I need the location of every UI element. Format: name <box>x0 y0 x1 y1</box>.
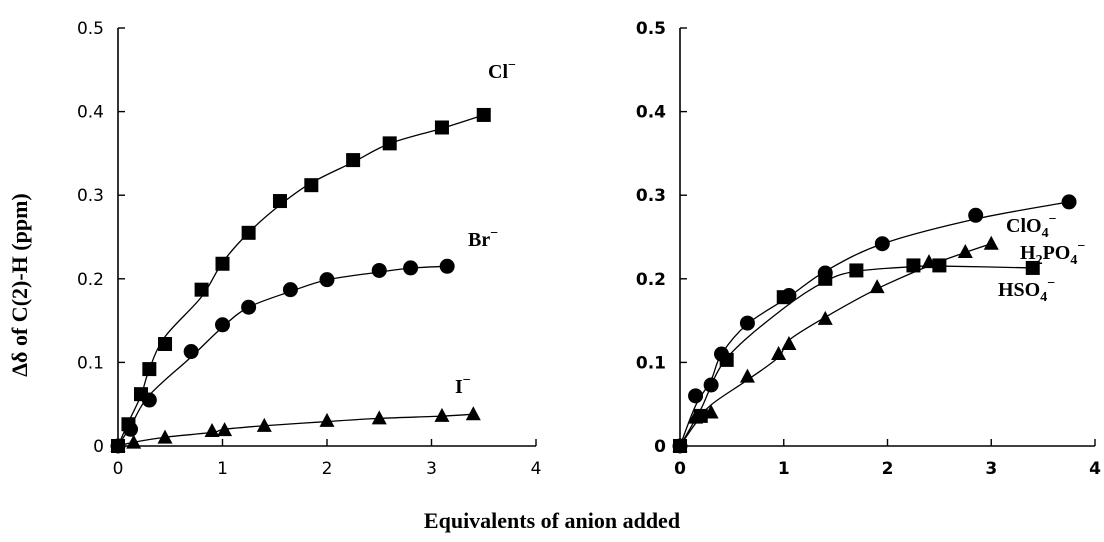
fit-curve <box>680 244 991 446</box>
y-tick-label: 0.2 <box>77 270 104 290</box>
data-point-triangle <box>434 408 449 422</box>
series-ClO₄⁻: ClO4− <box>673 212 1057 452</box>
left-chart: 0 0.1 0.2 0.3 0.4 0.5 0 1 2 3 4 Cl− Br− I− <box>77 19 541 479</box>
data-point-circle <box>1062 194 1077 209</box>
data-point-circle <box>241 300 256 315</box>
fit-curve <box>680 202 1069 446</box>
data-point-circle <box>123 422 138 437</box>
data-point-circle <box>740 316 755 331</box>
series-label: Cl− <box>488 58 516 83</box>
data-point-square <box>932 258 946 272</box>
data-point-square <box>1026 261 1040 275</box>
y-tick-label: 0 <box>93 437 104 457</box>
data-point-circle <box>372 263 387 278</box>
x-tick-label: 2 <box>882 459 894 479</box>
data-point-circle <box>320 272 335 287</box>
x-tick-label: 3 <box>985 459 997 479</box>
series-label: HSO4− <box>998 276 1055 305</box>
data-point-triangle <box>205 423 220 437</box>
data-point-square <box>435 120 449 134</box>
fit-curve <box>118 115 484 446</box>
series-HSO₄⁻: HSO4− <box>673 258 1055 453</box>
data-point-square <box>383 136 397 150</box>
data-point-circle <box>215 317 230 332</box>
data-point-square <box>242 226 256 240</box>
x-tick-label: 1 <box>778 459 790 479</box>
data-point-circle <box>142 393 157 408</box>
data-point-triangle <box>372 410 387 424</box>
data-point-square <box>720 353 734 367</box>
y-tick-label: 0.1 <box>77 353 104 373</box>
x-axis-label: Equivalents of anion added <box>424 508 680 533</box>
data-point-circle <box>403 260 418 275</box>
data-point-circle <box>968 208 983 223</box>
y-tick-label: 0 <box>654 437 666 457</box>
x-tick-label: 4 <box>531 459 542 479</box>
series-label: Br− <box>468 226 498 251</box>
y-tick-label: 0.5 <box>77 19 104 39</box>
data-point-triangle <box>984 236 999 250</box>
data-point-circle <box>875 236 890 251</box>
y-tick-label: 0.5 <box>636 19 666 39</box>
data-point-square <box>216 257 230 271</box>
y-axis-label: Δδ of C(2)-H (ppm) <box>7 193 32 376</box>
data-point-square <box>477 108 491 122</box>
fit-curve <box>118 414 473 446</box>
x-tick-label: 0 <box>113 459 124 479</box>
data-point-square <box>849 263 863 277</box>
data-point-square <box>673 439 687 453</box>
data-point-square <box>158 337 172 351</box>
data-point-square <box>777 290 791 304</box>
y-tick-label: 0.4 <box>77 103 104 123</box>
data-point-circle <box>184 344 199 359</box>
x-tick-label: 2 <box>322 459 333 479</box>
data-point-square <box>304 178 318 192</box>
data-point-square <box>142 362 156 376</box>
data-point-triangle <box>781 336 796 350</box>
data-point-square <box>273 194 287 208</box>
data-point-triangle <box>320 413 335 427</box>
y-tick-label: 0.3 <box>636 186 666 206</box>
data-point-square <box>195 283 209 297</box>
data-point-square <box>818 272 832 286</box>
x-tick-label: 3 <box>426 459 437 479</box>
series-label: I− <box>455 373 471 398</box>
data-point-square <box>346 153 360 167</box>
data-point-triangle <box>818 311 833 325</box>
data-point-square <box>906 258 920 272</box>
x-tick-label: 4 <box>1089 459 1101 479</box>
y-tick-label: 0.3 <box>77 186 104 206</box>
data-point-circle <box>440 259 455 274</box>
x-tick-label: 0 <box>674 459 686 479</box>
y-tick-label: 0.2 <box>636 270 666 290</box>
data-point-circle <box>688 388 703 403</box>
series-label: ClO4− <box>1006 212 1057 241</box>
data-point-circle <box>283 282 298 297</box>
data-point-square <box>694 409 708 423</box>
data-point-triangle <box>466 406 481 420</box>
y-tick-label: 0.4 <box>636 103 666 123</box>
y-tick-label: 0.1 <box>636 353 666 373</box>
fit-curve <box>118 266 447 446</box>
series-I⁻: I− <box>111 373 481 452</box>
x-tick-label: 1 <box>217 459 228 479</box>
